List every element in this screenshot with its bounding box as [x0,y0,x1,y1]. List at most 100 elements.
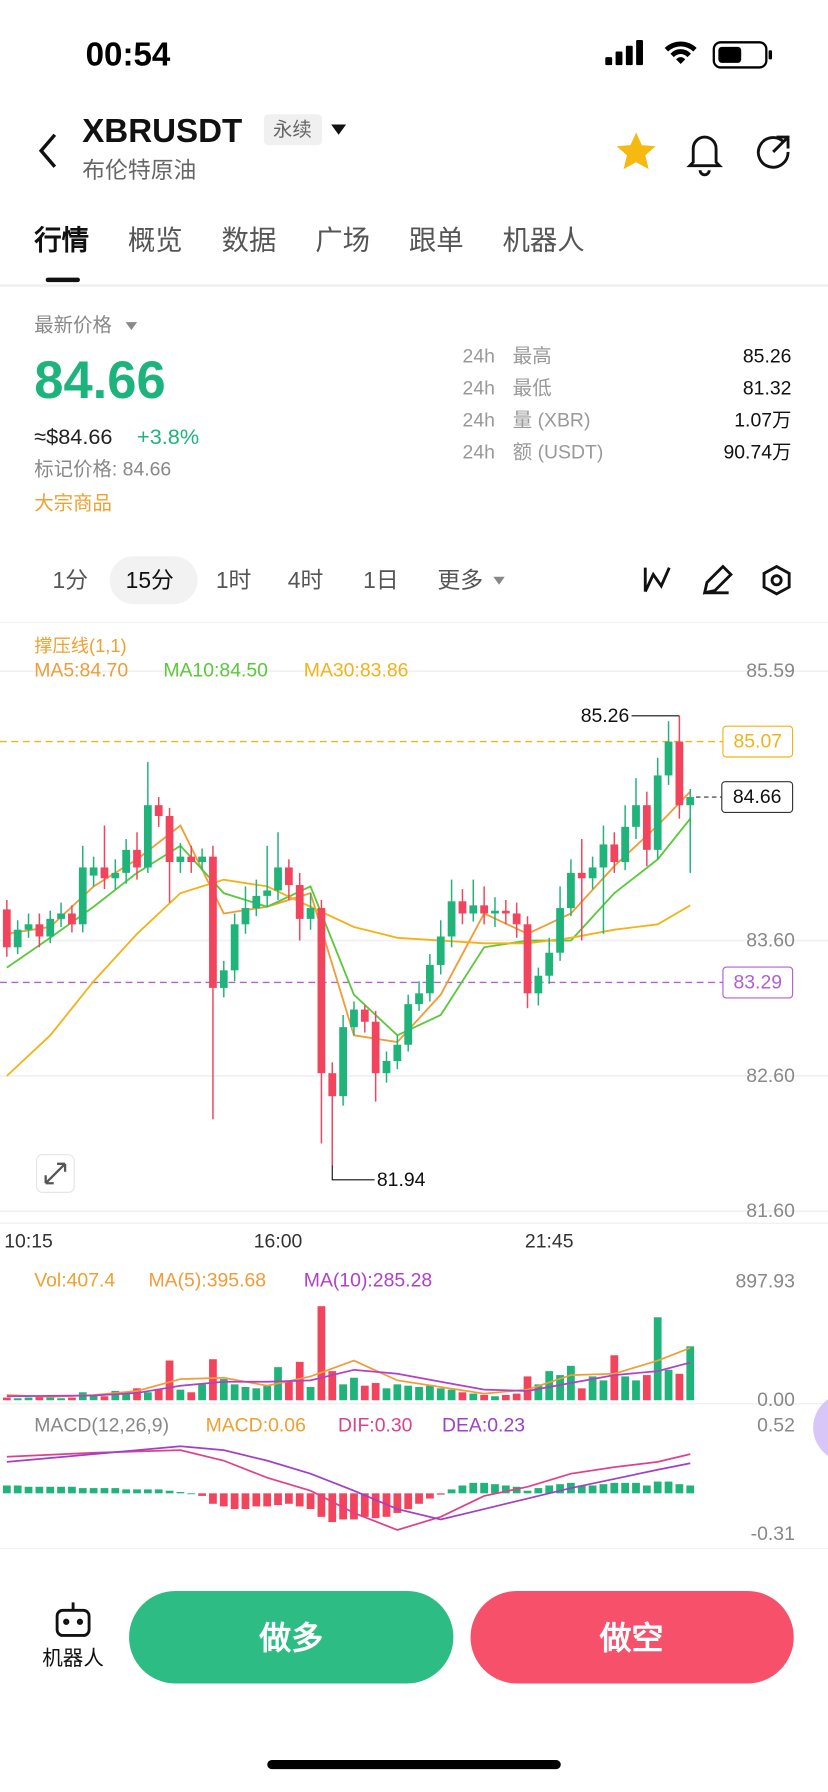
x-tick-label: 16:00 [254,1230,303,1252]
volume-bar [642,1375,651,1401]
volume-bar [35,1396,44,1401]
macd-bar [317,1493,326,1517]
tab[interactable]: 跟单 [409,224,464,255]
candle-body [339,1027,347,1097]
home-indicator [267,1759,561,1770]
more-dropdown[interactable] [493,576,505,585]
robot-label: 机器人 [42,1647,104,1670]
back-button[interactable] [38,133,57,168]
macd-bar [480,1482,489,1494]
candle-body [284,867,293,886]
candle-body [57,913,65,919]
volume-bar [686,1346,695,1401]
price-dropdown[interactable] [125,322,138,331]
candle-body [24,924,33,930]
volume-bar [653,1317,662,1401]
tab[interactable]: 广场 [315,224,370,255]
macd-bar [686,1485,695,1494]
macd-bar [415,1493,423,1504]
x-tick-label: 10:15 [4,1230,53,1252]
macd-bar [89,1488,98,1494]
low-annotation: 81.94 [377,1169,426,1191]
long-button[interactable] [129,1590,454,1684]
volume-bar [68,1397,76,1401]
interval[interactable]: 更多 [437,567,483,593]
category-tag: 大宗商品 [34,493,112,515]
indicator-label: 撑压线(1,1) [34,635,126,656]
macd-bar [523,1490,532,1494]
candle-body [219,970,228,988]
candle-body [111,872,120,879]
candle-body [68,913,76,925]
high-annotation: 85.26 [581,705,630,727]
tab[interactable]: 概览 [128,224,183,255]
macd-bar [393,1493,402,1513]
interval[interactable]: 4时 [288,567,324,593]
stats: 24h 最高 85.26 24h 最低 81.32 24h 量 (XBR) 1.… [463,345,792,463]
stat-label: 最高 [513,345,552,367]
draw-icon[interactable] [702,564,733,595]
volume-bar [621,1376,630,1401]
candle-body [567,872,575,909]
legend-label: MA30:83.86 [304,659,409,681]
tab[interactable]: 数据 [222,224,277,255]
robot-icon[interactable] [55,1602,91,1637]
favorite-star[interactable] [616,132,656,170]
candle-body [599,844,608,868]
interval[interactable]: 1时 [216,567,252,593]
floating-bubble[interactable] [813,1393,828,1462]
ma-line [6,790,691,1044]
volume-bar [328,1371,337,1401]
interval[interactable]: 1分 [53,567,89,593]
volume-bar [599,1380,608,1401]
alert-bell[interactable] [686,135,723,177]
volume-bar [512,1393,521,1401]
interval[interactable]: 15分 [126,567,174,593]
volume-bar [89,1394,98,1401]
candle-body [664,741,673,776]
macd-bar [263,1493,272,1507]
symbol-dropdown[interactable] [331,124,347,135]
volume-bar [447,1389,456,1401]
volume-bar [143,1392,152,1401]
macd-bar [2,1485,11,1494]
y-tick-label: 81.60 [746,1200,795,1222]
volume-bar [339,1384,347,1401]
candle-body [187,856,196,863]
legend-label: MA5:84.70 [34,659,128,681]
macd-line [6,1445,691,1521]
candle-body [621,826,630,863]
legend-label: MA(10):285.28 [304,1269,432,1291]
macd-bar [274,1493,282,1506]
macd-bar [675,1484,684,1494]
macd-bar [133,1489,141,1494]
tab[interactable]: 行情 [33,224,89,255]
candle-body [306,908,315,919]
candle-body [143,805,152,868]
macd-bar [339,1493,347,1520]
indicator-icon[interactable] [643,567,671,593]
settings-icon[interactable] [762,564,791,596]
volume-bar [491,1396,499,1401]
candle-body [501,910,510,914]
volume-bar [523,1376,532,1401]
legend-label: DEA:0.23 [442,1414,525,1436]
macd-bar [176,1492,185,1494]
macd-bar [436,1493,445,1495]
short-button[interactable] [470,1590,794,1684]
interval[interactable]: 1日 [363,567,399,593]
low-pointer [331,1165,375,1181]
volume-bar [111,1390,120,1401]
candle-body [610,844,619,863]
tab-indicator [45,277,80,283]
volume-bar [24,1397,33,1401]
macd-bar [328,1493,337,1523]
candle-body [632,805,640,827]
interval-selected-bg [109,556,198,605]
volume-bar [426,1385,434,1401]
volume-bar [545,1371,554,1401]
tab[interactable]: 机器人 [503,224,585,255]
ma-line [6,818,691,1037]
macd-bar [111,1488,120,1494]
share-icon[interactable] [756,135,790,169]
